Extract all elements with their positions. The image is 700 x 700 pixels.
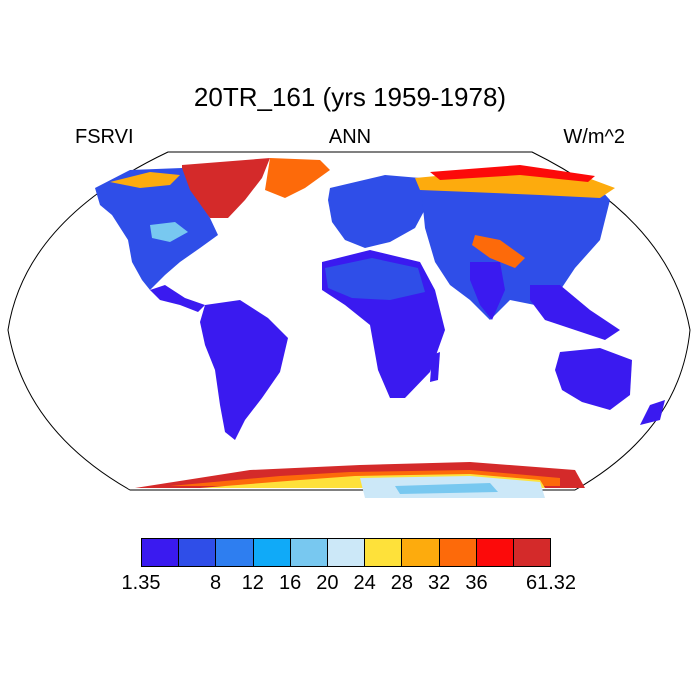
- siberia-coast-region: [430, 165, 595, 182]
- colorbar-swatch: [439, 539, 477, 566]
- colorbar-swatch: [513, 539, 551, 566]
- colorbar-tick-label: 8: [209, 572, 222, 594]
- sahara-region: [325, 258, 425, 300]
- colorbar-swatch: [179, 539, 217, 566]
- asia-region: [420, 168, 610, 320]
- colorbar-swatch: [365, 539, 403, 566]
- colorbar: [141, 538, 551, 567]
- central-america-region: [150, 285, 205, 312]
- colorbar-tick-label: 16: [278, 572, 302, 594]
- colorbar-tick-label: 36: [465, 572, 488, 594]
- colorbar-tick-label: 1.35: [121, 572, 161, 594]
- greenland-edge: [265, 158, 330, 198]
- north-america-arctic: [110, 172, 180, 188]
- colorbar-tick-label: 32: [428, 572, 451, 594]
- colorbar-swatch: [216, 539, 254, 566]
- colorbar-tick-label: 61.32: [525, 572, 577, 594]
- season-label: ANN: [328, 126, 372, 148]
- australia-region: [555, 348, 632, 410]
- units-label: W/m^2: [563, 126, 625, 148]
- colorbar-swatch: [476, 539, 514, 566]
- new-zealand-region: [640, 400, 665, 425]
- colorbar-labels: 1.35 8 12 16 20 24 28 32 36 61.32: [0, 572, 700, 598]
- colorbar-swatch: [402, 539, 440, 566]
- colorbar-swatch: [290, 539, 328, 566]
- colorbar-swatch: [142, 539, 180, 566]
- colorbar-tick-label: 12: [241, 572, 264, 594]
- plot-title: 20TR_161 (yrs 1959-1978): [193, 82, 507, 112]
- europe-region: [328, 175, 430, 248]
- south-america-region: [200, 300, 288, 440]
- north-america-lakes: [150, 222, 188, 242]
- antarctica-plateau-core: [395, 483, 498, 494]
- colorbar-swatch: [327, 539, 366, 566]
- madagascar-region: [430, 352, 440, 382]
- variable-label: FSRVI: [75, 126, 134, 148]
- india-region: [470, 262, 505, 320]
- tibet-region: [472, 235, 525, 268]
- colorbar-tick-label: 28: [390, 572, 414, 594]
- colorbar-tick-label: 20: [316, 572, 339, 594]
- greenland-region: [182, 158, 270, 218]
- colorbar-swatch: [253, 539, 291, 566]
- southeast-asia-region: [530, 285, 620, 340]
- colorbar-tick-label: 24: [353, 572, 376, 594]
